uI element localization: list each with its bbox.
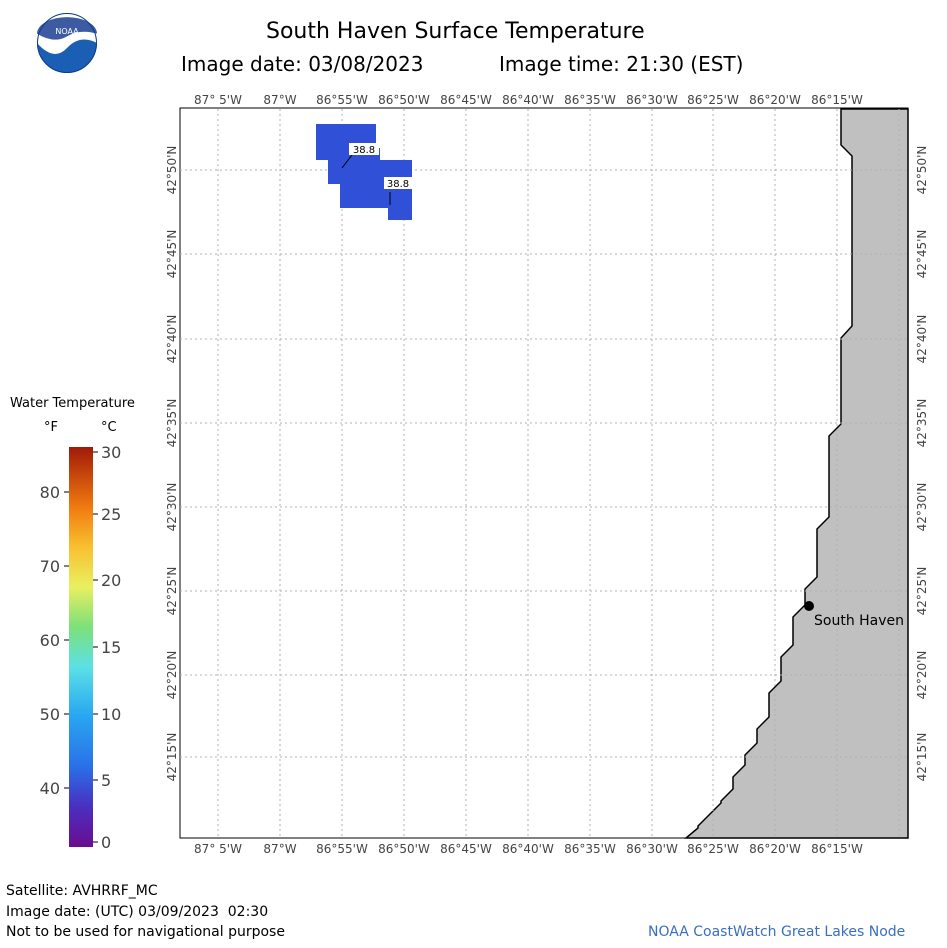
noaa-logo-icon: NOAA (37, 13, 97, 73)
svg-text:86°15'W: 86°15'W (811, 93, 863, 107)
svg-text:80: 80 (40, 483, 60, 502)
svg-text:86°45'W: 86°45'W (440, 842, 492, 856)
svg-text:70: 70 (40, 557, 60, 576)
svg-text:50: 50 (40, 705, 60, 724)
svg-text:42°20'N: 42°20'N (915, 651, 929, 700)
svg-text:30: 30 (101, 443, 121, 462)
svg-text:86°30'W: 86°30'W (626, 842, 678, 856)
svg-text:5: 5 (101, 771, 111, 790)
svg-text:86°20'W: 86°20'W (749, 842, 801, 856)
temp-label-leader-1 (341, 154, 353, 169)
svg-text:42°40'N: 42°40'N (165, 315, 179, 364)
grid (180, 109, 908, 838)
svg-text:86°35'W: 86°35'W (564, 93, 616, 107)
lon-labels-top: 87° 5'W 87°W 86°55'W 86°50'W 86°45'W 86°… (194, 93, 863, 107)
svg-text:42°25'N: 42°25'N (915, 567, 929, 616)
temp-label-2: 38.8 (387, 179, 409, 190)
svg-text:86°50'W: 86°50'W (378, 93, 430, 107)
svg-text:87° 5'W: 87° 5'W (194, 842, 242, 856)
utc-date-label: Image date: (UTC) 03/09/2023 02:30 (6, 904, 269, 920)
svg-text:15: 15 (101, 638, 121, 657)
land-area (683, 108, 909, 839)
legend-ticks (64, 451, 98, 843)
noaa-logo-text: NOAA (55, 27, 79, 36)
legend-title: Water Temperature (10, 396, 135, 411)
temp-label-1: 38.8 (353, 145, 375, 156)
svg-text:42°35'N: 42°35'N (915, 399, 929, 448)
svg-text:40: 40 (40, 779, 60, 798)
satellite-label: Satellite: AVHRRF_MC (6, 883, 158, 899)
svg-text:42°20'N: 42°20'N (165, 651, 179, 700)
legend-unit-f: °F (44, 420, 58, 435)
image-time-label: Image time: 21:30 (EST) (499, 52, 744, 76)
temp-label-box-1 (349, 143, 379, 155)
svg-text:86°40'W: 86°40'W (502, 842, 554, 856)
svg-text:86°55'W: 86°55'W (316, 93, 368, 107)
city-marker (804, 601, 814, 611)
svg-text:86°35'W: 86°35'W (564, 842, 616, 856)
svg-text:86°15'W: 86°15'W (811, 842, 863, 856)
svg-text:42°40'N: 42°40'N (915, 315, 929, 364)
legend-colorbar (69, 447, 93, 847)
image-date-label: Image date: 03/08/2023 (181, 52, 424, 76)
svg-text:42°45'N: 42°45'N (165, 230, 179, 279)
svg-text:25: 25 (101, 505, 121, 524)
legend-c-ticks: 30 25 20 15 10 5 0 (101, 443, 121, 852)
svg-text:42°15'N: 42°15'N (915, 733, 929, 782)
noaa-logo: NOAA (36, 12, 98, 74)
svg-text:0: 0 (101, 833, 111, 852)
svg-text:86°50'W: 86°50'W (378, 842, 430, 856)
lat-labels-right: 42°50'N 42°45'N 42°40'N 42°35'N 42°30'N … (915, 146, 929, 782)
legend-unit-c: °C (101, 420, 117, 435)
svg-text:42°25'N: 42°25'N (165, 567, 179, 616)
svg-text:87°W: 87°W (263, 93, 296, 107)
svg-text:86°40'W: 86°40'W (502, 93, 554, 107)
svg-text:20: 20 (101, 571, 121, 590)
svg-text:86°45'W: 86°45'W (440, 93, 492, 107)
svg-text:87° 5'W: 87° 5'W (194, 93, 242, 107)
temp-label-box-2 (384, 177, 412, 189)
svg-text:86°25'W: 86°25'W (687, 93, 739, 107)
svg-text:42°50'N: 42°50'N (165, 146, 179, 195)
svg-text:42°15'N: 42°15'N (165, 733, 179, 782)
svg-text:87°W: 87°W (263, 842, 296, 856)
lon-labels-bottom: 87° 5'W 87°W 86°55'W 86°50'W 86°45'W 86°… (194, 842, 863, 856)
credit-link[interactable]: NOAA CoastWatch Great Lakes Node (648, 924, 906, 940)
disclaimer: Not to be used for navigational purpose (6, 924, 285, 940)
svg-text:10: 10 (101, 705, 121, 724)
svg-text:42°50'N: 42°50'N (915, 146, 929, 195)
svg-text:60: 60 (40, 631, 60, 650)
svg-text:42°30'N: 42°30'N (165, 483, 179, 532)
legend-f-ticks: 80 70 60 50 40 (40, 483, 60, 798)
svg-text:42°45'N: 42°45'N (915, 230, 929, 279)
lat-labels-left: 42°50'N 42°45'N 42°40'N 42°35'N 42°30'N … (165, 146, 179, 782)
page-title: South Haven Surface Temperature (266, 19, 645, 44)
svg-text:86°25'W: 86°25'W (687, 842, 739, 856)
city-label: South Haven (814, 613, 904, 629)
svg-text:42°30'N: 42°30'N (915, 483, 929, 532)
svg-text:86°30'W: 86°30'W (626, 93, 678, 107)
svg-text:42°35'N: 42°35'N (165, 399, 179, 448)
svg-text:86°20'W: 86°20'W (749, 93, 801, 107)
svg-text:86°55'W: 86°55'W (316, 842, 368, 856)
